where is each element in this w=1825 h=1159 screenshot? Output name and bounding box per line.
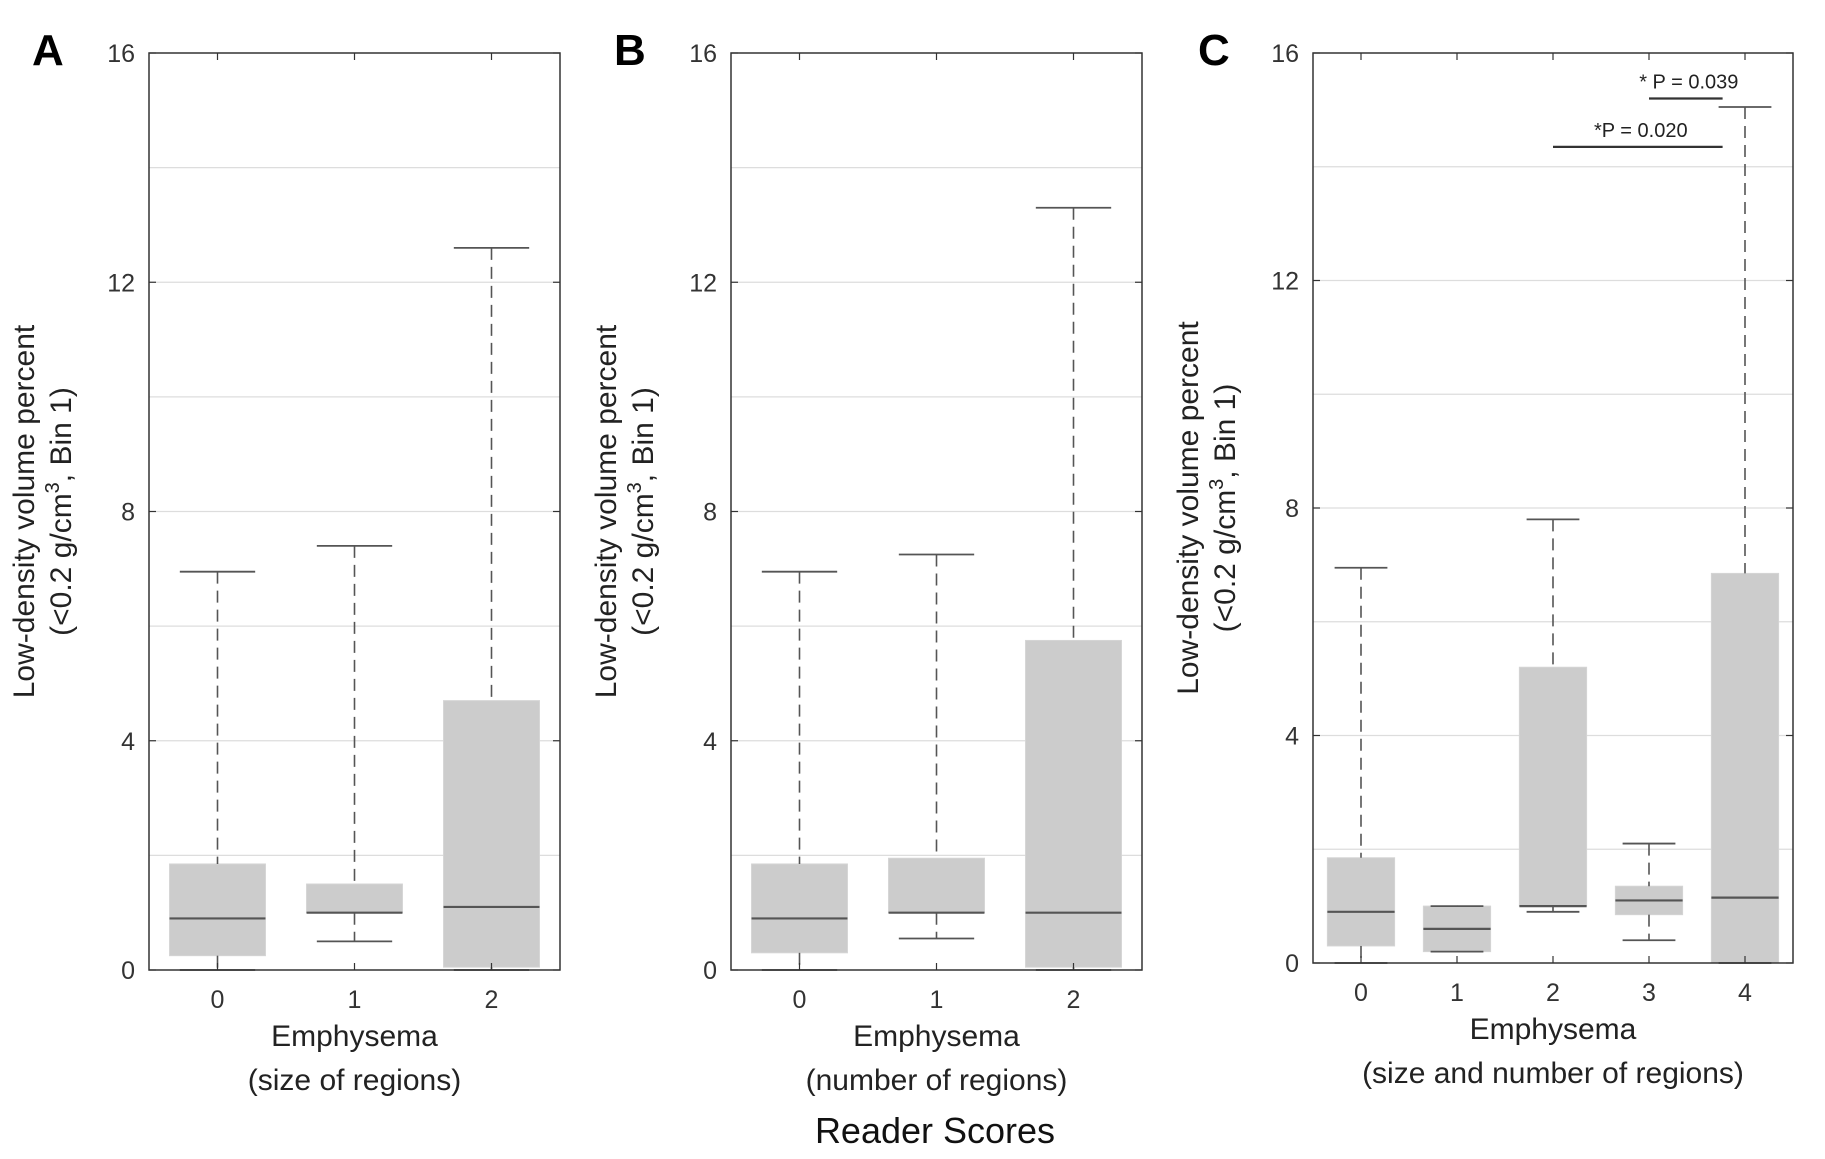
y-axis-label-post: , Bin 1) — [1209, 384, 1242, 479]
y-tick-label: 0 — [1285, 950, 1299, 978]
box-body — [1326, 857, 1396, 947]
y-axis-label-sup: 3 — [1206, 479, 1228, 490]
y-tick-label: 8 — [121, 499, 135, 527]
y-tick-label: 4 — [121, 728, 135, 756]
y-tick-label: 8 — [1285, 495, 1299, 523]
plot-frame — [1312, 52, 1794, 964]
box-body — [1518, 666, 1588, 907]
x-tick-label: 0 — [1354, 979, 1368, 1007]
box-body — [1025, 639, 1122, 968]
x-tick-label: 3 — [1642, 979, 1656, 1007]
significance-label: * P = 0.039 — [1639, 72, 1738, 94]
box-1 — [306, 544, 403, 943]
box-body — [888, 857, 985, 914]
box-1 — [1422, 905, 1492, 953]
x-axis-label-line2: (size of regions) — [248, 1064, 461, 1097]
panel-letter: B — [614, 26, 646, 75]
y-axis-label-post: , Bin 1) — [627, 387, 660, 482]
y-tick-label: 8 — [703, 499, 717, 527]
y-tick-label: 0 — [121, 957, 135, 985]
x-tick-label: 1 — [348, 986, 362, 1014]
y-tick-label: 12 — [107, 269, 135, 297]
box-3 — [1614, 842, 1684, 942]
x-axis-label-line1: Emphysema — [853, 1020, 1020, 1053]
box-body — [169, 863, 266, 957]
y-tick-label: 16 — [107, 40, 135, 68]
box-2 — [443, 246, 540, 971]
x-axis-label-line2: (number of regions) — [806, 1064, 1068, 1097]
y-axis-label-pre: (<0.2 g/cm — [627, 493, 660, 636]
x-tick-label: 2 — [1067, 986, 1081, 1014]
y-tick-label: 12 — [689, 269, 717, 297]
box-body — [751, 863, 848, 954]
x-axis-label-line2: (size and number of regions) — [1362, 1057, 1744, 1090]
box-4 — [1710, 106, 1780, 964]
box-0 — [751, 570, 848, 971]
significance-label: *P = 0.020 — [1594, 120, 1688, 142]
box-2 — [1518, 518, 1588, 913]
y-axis-label-line1: Low-density volume percent — [1172, 321, 1205, 695]
box-0 — [169, 570, 266, 971]
x-axis-label-line1: Emphysema — [271, 1020, 438, 1053]
y-axis-label-line1: Low-density volume percent — [8, 324, 41, 698]
y-axis-label-sup: 3 — [624, 482, 646, 493]
y-axis-label-line1: Low-density volume percent — [590, 324, 623, 698]
box-body — [306, 883, 403, 914]
x-axis-label-line1: Emphysema — [1470, 1013, 1637, 1046]
box-2 — [1025, 206, 1122, 971]
y-axis-label-pre: (<0.2 g/cm — [45, 493, 78, 636]
x-tick-label: 0 — [211, 986, 225, 1014]
x-tick-label: 4 — [1738, 979, 1752, 1007]
panel-letter: A — [32, 26, 64, 75]
panel-letter: C — [1198, 26, 1230, 75]
y-tick-label: 4 — [703, 728, 717, 756]
box-body — [1710, 572, 1780, 964]
box-body — [443, 700, 540, 968]
box-0 — [1326, 566, 1396, 964]
x-tick-label: 1 — [930, 986, 944, 1014]
x-tick-label: 2 — [485, 986, 499, 1014]
x-tick-label: 0 — [793, 986, 807, 1014]
plot-frame — [148, 52, 561, 971]
y-tick-label: 0 — [703, 957, 717, 985]
x-tick-label: 1 — [1450, 979, 1464, 1007]
box-1 — [888, 553, 985, 940]
y-axis-label-sup: 3 — [42, 482, 64, 493]
x-tick-label: 2 — [1546, 979, 1560, 1007]
y-tick-label: 16 — [689, 40, 717, 68]
y-axis-label-line2: (<0.2 g/cm3, Bin 1) — [1206, 384, 1242, 633]
y-axis-label-pre: (<0.2 g/cm — [1209, 490, 1242, 633]
y-axis-label-line2: (<0.2 g/cm3, Bin 1) — [624, 387, 660, 636]
y-tick-label: 12 — [1271, 268, 1299, 296]
y-tick-label: 16 — [1271, 40, 1299, 68]
y-axis-label-post: , Bin 1) — [45, 387, 78, 482]
y-tick-label: 4 — [1285, 723, 1299, 751]
plot-frame — [730, 52, 1143, 971]
figure-xlabel: Reader Scores — [815, 1110, 1055, 1151]
y-axis-label-line2: (<0.2 g/cm3, Bin 1) — [42, 387, 78, 636]
